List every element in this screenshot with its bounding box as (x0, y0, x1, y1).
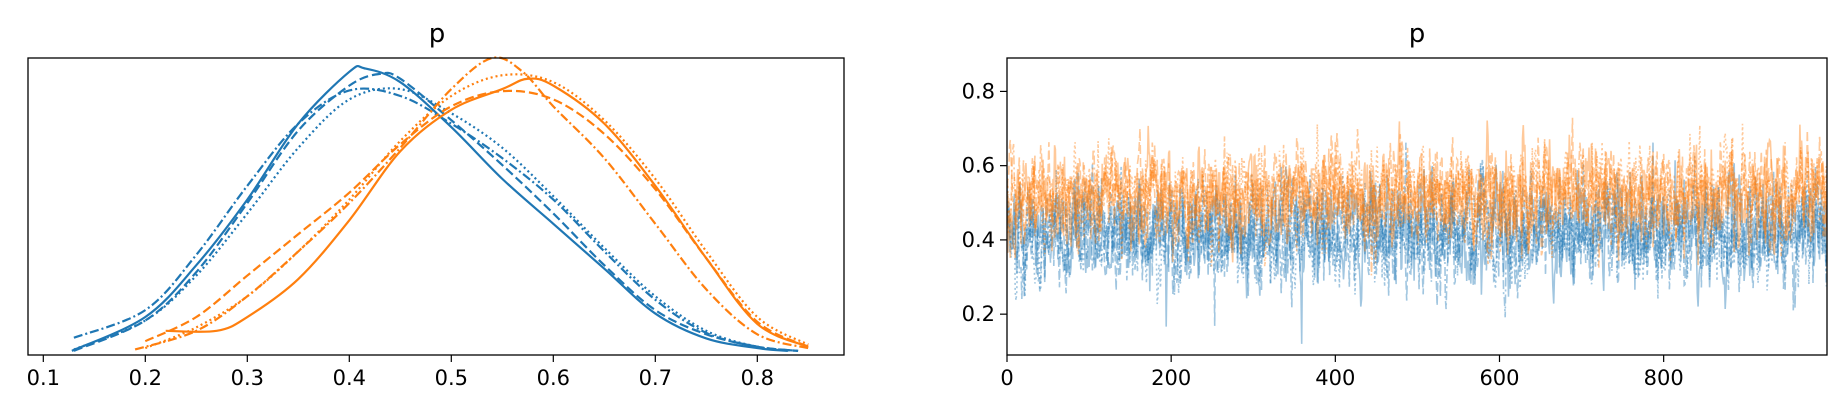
trace-y-tick-label: 0.4 (962, 228, 995, 252)
trace-line-orange-dashed (1007, 117, 1827, 266)
kde-line-orange-dashdot (134, 56, 809, 351)
kde-line-blue-solid (71, 64, 788, 352)
trace-x-tick-label: 800 (1644, 366, 1684, 390)
trace-line-blue-solid (1007, 160, 1827, 344)
kde-x-tick-label: 0.1 (27, 366, 60, 390)
trace-line-blue-dashdot (1007, 142, 1827, 318)
trace-x-tick-label: 200 (1151, 366, 1191, 390)
kde-x-tick-label: 0.7 (639, 366, 672, 390)
trace-y-tick-label: 0.6 (962, 154, 995, 178)
trace-x-tick-label: 0 (1000, 366, 1013, 390)
trace-line-blue-dashed (1007, 140, 1827, 326)
kde-x-tick-label: 0.6 (537, 366, 570, 390)
trace-lines (1007, 117, 1827, 344)
trace-y-tick-label: 0.2 (962, 302, 995, 326)
kde-line-orange-solid (165, 77, 809, 348)
trace-x-tick-label: 600 (1479, 366, 1519, 390)
kde-x-tick-label: 0.4 (333, 366, 366, 390)
kde-x-tick-label: 0.8 (741, 366, 774, 390)
kde-line-orange-dotted (144, 73, 809, 350)
kde-title: p (429, 19, 446, 49)
trace-x-tick-label: 400 (1315, 366, 1355, 390)
trace-title: p (1409, 19, 1426, 49)
kde-axes-frame (27, 57, 845, 356)
trace-y-tick-label: 0.8 (962, 79, 995, 103)
trace-line-blue-dotted (1007, 156, 1827, 305)
trace-line-orange-solid (1007, 120, 1827, 263)
kde-x-ticks: 0.1 0.2 0.3 0.4 0.5 0.6 0.7 0.8 (27, 355, 774, 390)
trace-line-orange-dotted (1007, 123, 1827, 267)
kde-line-blue-dashdot (73, 87, 799, 352)
trace-line-orange-dashdot (1007, 128, 1827, 276)
kde-lines (71, 56, 809, 352)
kde-line-blue-dotted (73, 87, 799, 352)
trace-x-ticks: 0 200 400 600 800 (1000, 355, 1684, 390)
kde-x-tick-label: 0.5 (435, 366, 468, 390)
kde-line-orange-dashed (144, 89, 809, 348)
trace-y-ticks: 0.2 0.4 0.6 0.8 (962, 79, 1007, 326)
trace-axes-frame (1006, 57, 1828, 356)
kde-x-tick-label: 0.3 (231, 366, 264, 390)
kde-panel: p 0.1 0.2 0.3 0.4 0.5 0.6 0.7 0.8 (27, 19, 845, 390)
trace-panel: p 0 200 400 600 800 0.2 0.4 0.6 0.8 (962, 19, 1828, 390)
kde-x-tick-label: 0.2 (129, 366, 162, 390)
